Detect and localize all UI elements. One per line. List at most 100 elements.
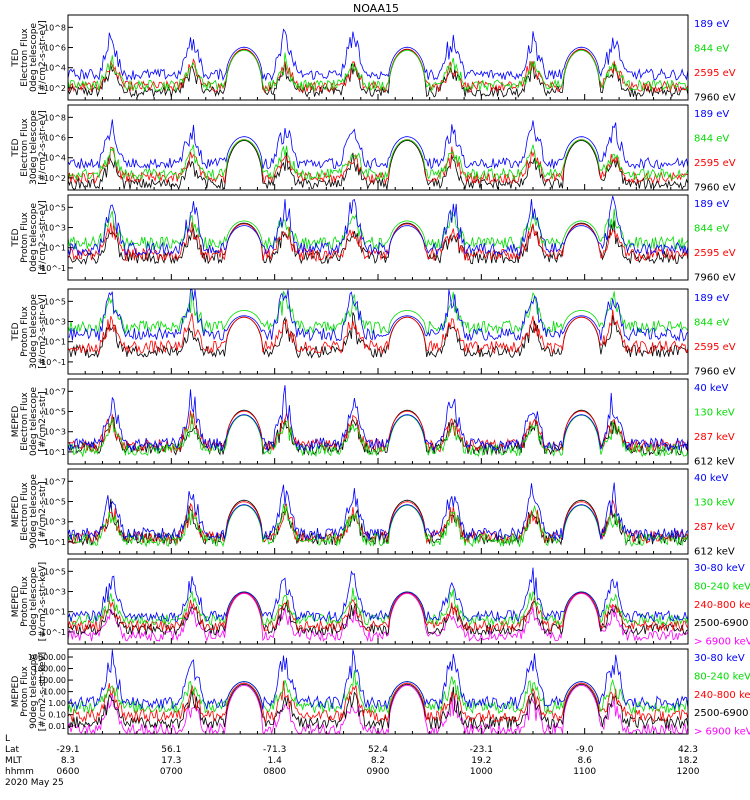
y-tick-label: 100.00 [38,676,66,685]
y-tick-label: 10^5 [44,297,66,306]
series-line-1-2 [67,48,689,94]
x-tick-label: 1100 [573,767,596,777]
series-line-8-2 [67,683,689,730]
series-line-2-4 [67,119,689,170]
x-row-name: MLT [5,756,23,766]
series-line-2-2 [67,139,689,185]
y-tick-label: 10^8 [44,113,66,122]
series-line-3-1 [67,220,689,266]
y-axis-label: MEPEDProton Flux90deg telescope[#/cm2-s-… [11,652,48,731]
y-tick-label: 10^1 [44,244,66,253]
y-tick-label: 10^-1 [41,358,66,367]
legend-entry: 612 keV [694,547,735,558]
x-row-name: L [5,734,10,744]
series-line-8-5 [67,649,689,711]
series-line-7-5 [67,567,689,623]
y-tick-label: 10^5 [44,567,66,576]
legend-entry: 844 eV [694,318,729,329]
series-line-7-3 [67,592,689,633]
legend-entry: 7960 eV [694,273,736,284]
legend-entry: > 6900 keV [694,727,750,738]
x-tick-label: 0700 [160,767,183,777]
date-label: 2020 May 25 [5,778,64,788]
y-tick-label: 10.00 [43,688,66,697]
y-tick-label: 10^2 [44,84,66,93]
y-axis-label: TEDElectron Flux0deg telescope[#/cm2-s-s… [11,20,48,95]
y-tick-label: 0.10 [48,711,66,720]
y-tick-label: 10^1 [44,608,66,617]
x-row-name: hhmm [5,767,34,777]
y-tick-label: 10^1 [44,448,66,457]
y-tick-label: 10^3 [44,518,66,527]
legend-entry: 30-80 keV [694,653,745,664]
y-tick-label: 10^1 [44,538,66,547]
y-tick-label: 10^7 [44,387,66,396]
x-tick-label: 8.6 [578,756,593,766]
legend-entry: 189 eV [694,109,729,120]
y-axis-label: MEPEDProton Flux0deg telescope[#/cm2-s-s… [11,562,48,641]
legend-entry: 2500-6900 [694,618,749,629]
legend-entry: > 6900 keV [694,637,750,648]
series-line-6-1 [67,498,689,547]
y-tick-label: 10^5 [44,498,66,507]
x-tick-label: 1.4 [268,756,283,766]
series-line-6-4 [67,482,689,542]
y-tick-label: 10^5 [44,203,66,212]
legend-entry: 189 eV [694,293,729,304]
x-tick-label: 1200 [677,767,700,777]
y-axis-label: TEDProton Flux0deg telescope[#/cm2-s-str… [11,200,48,275]
y-tick-label: 10000.00 [28,653,66,662]
x-tick-label: 52.4 [368,745,388,755]
legend-entry: 844 eV [694,224,729,235]
y-tick-label: 10^2 [44,174,66,183]
legend-entry: 2595 eV [694,158,736,169]
x-tick-label: 8.3 [61,756,75,766]
legend-entry: 7960 eV [694,367,736,378]
y-tick-label: 10^4 [44,64,66,73]
series-line-2-3 [67,139,689,181]
legend-entry: 189 eV [694,19,729,30]
figure-title: NOAA15 [353,2,399,15]
legend-entry: 80-240 keV [694,671,750,682]
y-tick-label: 10^6 [44,134,66,143]
series-line-1-4 [67,28,689,82]
legend-entry: 844 eV [694,134,729,145]
legend-entry: 130 keV [694,498,735,509]
y-tick-label: 1.00 [48,699,66,708]
panel-8: 0.01 0.10 1.00 10.00 100.00 1000.00 10000.00ME… [11,648,750,738]
panel-frame [67,378,689,465]
x-tick-label: 0900 [367,767,390,777]
y-axis-label: TEDProton Flux30deg telescope[#/cm2-s-st… [11,294,48,369]
x-tick-label: 0600 [57,767,80,777]
legend-entry: 240-800 keV [694,690,750,701]
x-tick-label: -23.1 [470,745,493,755]
legend-entry: 2595 eV [694,68,736,79]
legend-entry: 287 keV [694,432,735,443]
panels: 10^2 10^4 10^6 10^8 TEDElectron Flux0deg tel… [11,14,750,738]
legend-entry: 2500-6900 [694,708,749,719]
legend-entry: 80-240 keV [694,581,750,592]
x-tick-label: 42.3 [678,745,698,755]
x-tick-label: -9.0 [576,745,594,755]
series-line-3-4 [67,195,689,257]
y-tick-label: 10^5 [44,408,66,417]
legend-entry: 844 eV [694,44,729,55]
legend-entry: 40 keV [694,383,728,394]
x-tick-label: 8.2 [371,756,385,766]
y-tick-label: 10^3 [44,588,66,597]
series-line-1-3 [67,49,689,92]
y-tick-label: 10^4 [44,154,66,163]
x-tick-label: 19.2 [471,756,491,766]
y-tick-label: 10^-1 [41,628,66,637]
x-tick-label: 56.1 [161,745,181,755]
x-row-name: Lat [5,745,20,755]
legend-entry: 7960 eV [694,183,736,194]
legend-entry: 2595 eV [694,248,736,259]
